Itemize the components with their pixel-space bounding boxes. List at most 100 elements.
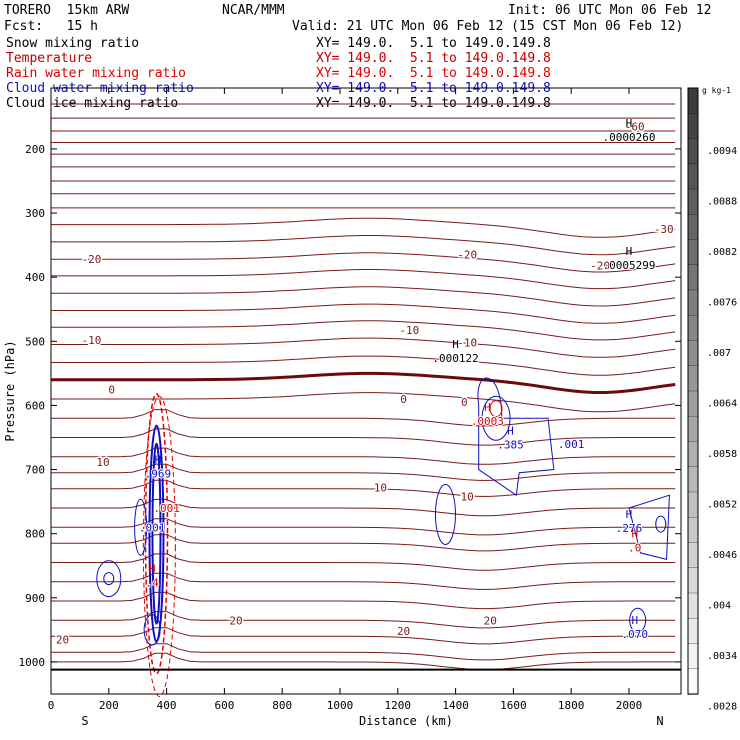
y-tick-label: 800 bbox=[25, 528, 45, 541]
rain-water-contour bbox=[144, 392, 169, 675]
colorbar-band bbox=[687, 567, 699, 594]
colorbar-band bbox=[687, 340, 699, 367]
isotherm-label: 10 bbox=[461, 490, 474, 503]
x-tick-label: 1000 bbox=[327, 699, 354, 712]
maximum-value: .000122 bbox=[432, 352, 478, 365]
maximum-value: .4 bbox=[146, 577, 160, 590]
maximum-marker: H bbox=[631, 527, 638, 540]
maximum-marker: H bbox=[452, 338, 459, 351]
isotherm-lines bbox=[51, 103, 676, 671]
colorbar-band bbox=[687, 365, 699, 392]
colorbar-label: .0076 bbox=[707, 298, 737, 309]
isotherm-label: -30 bbox=[654, 223, 674, 236]
maximum-value: .0000260 bbox=[602, 131, 655, 144]
isotherm-line bbox=[51, 252, 676, 273]
maximum-marker: H bbox=[626, 117, 633, 130]
isotherm-line bbox=[51, 320, 676, 341]
cloud-water-contour bbox=[96, 560, 122, 598]
isotherm-label: 0 bbox=[461, 396, 468, 409]
x-tick-label: 200 bbox=[99, 699, 119, 712]
contour-label: .001 bbox=[153, 502, 180, 515]
colorbar-label: .0094 bbox=[707, 146, 737, 157]
cloud-water-contour bbox=[629, 607, 647, 633]
rain-water-contour bbox=[489, 400, 503, 418]
legend-temp-label: Temperature bbox=[6, 51, 93, 66]
cloud-water-contour bbox=[134, 498, 148, 556]
y-tick-label: 500 bbox=[25, 335, 45, 348]
y-tick-label: 900 bbox=[25, 592, 45, 605]
isotherm-label: 20 bbox=[397, 625, 410, 638]
colorbar-band bbox=[687, 113, 699, 140]
colorbar-band bbox=[687, 643, 699, 670]
north-end-label: N bbox=[656, 714, 663, 728]
colorbar-label: .0082 bbox=[707, 247, 737, 258]
isotherm-line bbox=[51, 591, 676, 610]
cloud-water-contour bbox=[103, 572, 115, 586]
rain-water-contour bbox=[142, 396, 176, 698]
isotherm-line bbox=[51, 652, 676, 671]
maximum-marker: H bbox=[484, 401, 491, 414]
maximum-value: .0003 bbox=[471, 415, 504, 428]
colorbar-band bbox=[687, 390, 699, 417]
legend-rain-label: Rain water mixing ratio bbox=[6, 66, 187, 81]
cloud-water-contour bbox=[477, 377, 555, 497]
y-axis-label: Pressure (hPa) bbox=[3, 340, 17, 441]
cloud-water-contour bbox=[628, 494, 670, 560]
x-tick-label: 600 bbox=[214, 699, 234, 712]
maximum-marker: H bbox=[155, 454, 162, 467]
isotherm-label: 10 bbox=[96, 456, 109, 469]
isotherm-line bbox=[51, 553, 676, 571]
x-tick-label: 400 bbox=[157, 699, 177, 712]
isotherm-line bbox=[51, 534, 676, 552]
maximum-value: .969 bbox=[145, 468, 172, 481]
plot-border bbox=[50, 87, 682, 695]
y-tick-label: 300 bbox=[25, 207, 45, 220]
colorbar-label: .0028 bbox=[707, 702, 737, 713]
colorbar-band bbox=[687, 289, 699, 316]
maximum-value: .0005299 bbox=[602, 259, 655, 272]
isotherm-line bbox=[51, 498, 676, 517]
colorbar-band bbox=[687, 264, 699, 291]
isotherm-label: -10 bbox=[457, 337, 477, 350]
x-axis-label: Distance (km) bbox=[359, 714, 453, 728]
colorbar-band bbox=[687, 542, 699, 569]
maximum-value: .070 bbox=[622, 628, 649, 641]
maximum-value: .385 bbox=[497, 439, 524, 452]
isotherm-line bbox=[51, 235, 676, 256]
maximum-marker: H bbox=[631, 614, 638, 627]
isotherm-label: 10 bbox=[374, 482, 387, 495]
colorbar-label: .0052 bbox=[707, 500, 737, 511]
colorbar-band bbox=[687, 668, 699, 695]
legend-snow-xy: XY= 149.0. 5.1 to 149.0.149.8 bbox=[316, 36, 551, 51]
colorbar-band bbox=[687, 315, 699, 342]
colorbar-label: .004 bbox=[707, 601, 731, 612]
x-tick-label: 2000 bbox=[616, 699, 643, 712]
legend-snow-label: Snow mixing ratio bbox=[6, 36, 140, 51]
x-tick-label: 1800 bbox=[558, 699, 585, 712]
cloud-water-contour bbox=[143, 614, 161, 646]
y-tick-label: 600 bbox=[25, 399, 45, 412]
legend-temp-xy: XY= 149.0. 5.1 to 149.0.149.8 bbox=[316, 51, 551, 66]
isotherm-label: -60 bbox=[625, 120, 645, 133]
colorbar-band bbox=[687, 188, 699, 215]
cloud-water-contour bbox=[481, 395, 511, 441]
colorbar-band bbox=[687, 214, 699, 241]
south-end-label: S bbox=[81, 714, 88, 728]
cloud-water-contour bbox=[655, 515, 667, 533]
isotherm-line bbox=[51, 303, 676, 324]
colorbar-band bbox=[687, 466, 699, 493]
legend-rain-xy: XY= 149.0. 5.1 to 149.0.149.8 bbox=[316, 66, 551, 81]
forecast-hour: Fcst: 15 h bbox=[4, 19, 98, 34]
model-title: TORERO 15km ARW bbox=[4, 3, 130, 18]
cloud-water-contour bbox=[151, 442, 162, 625]
maximum-marker: H bbox=[626, 508, 633, 521]
isotherm-label: -10 bbox=[82, 334, 102, 347]
field-labels: -60 -30 -20 -20 -20 -10 -10 -10 0 0 0 10 10 10 20 20 20 2… bbox=[54, 117, 675, 648]
cloud-contours bbox=[96, 377, 670, 698]
isotherm-label: 20 bbox=[56, 633, 69, 646]
isotherm-line bbox=[51, 627, 676, 645]
init-time: Init: 06 UTC Mon 06 Feb 12 bbox=[508, 3, 712, 18]
colorbar-band bbox=[687, 618, 699, 645]
cloud-water-contour bbox=[148, 424, 165, 643]
